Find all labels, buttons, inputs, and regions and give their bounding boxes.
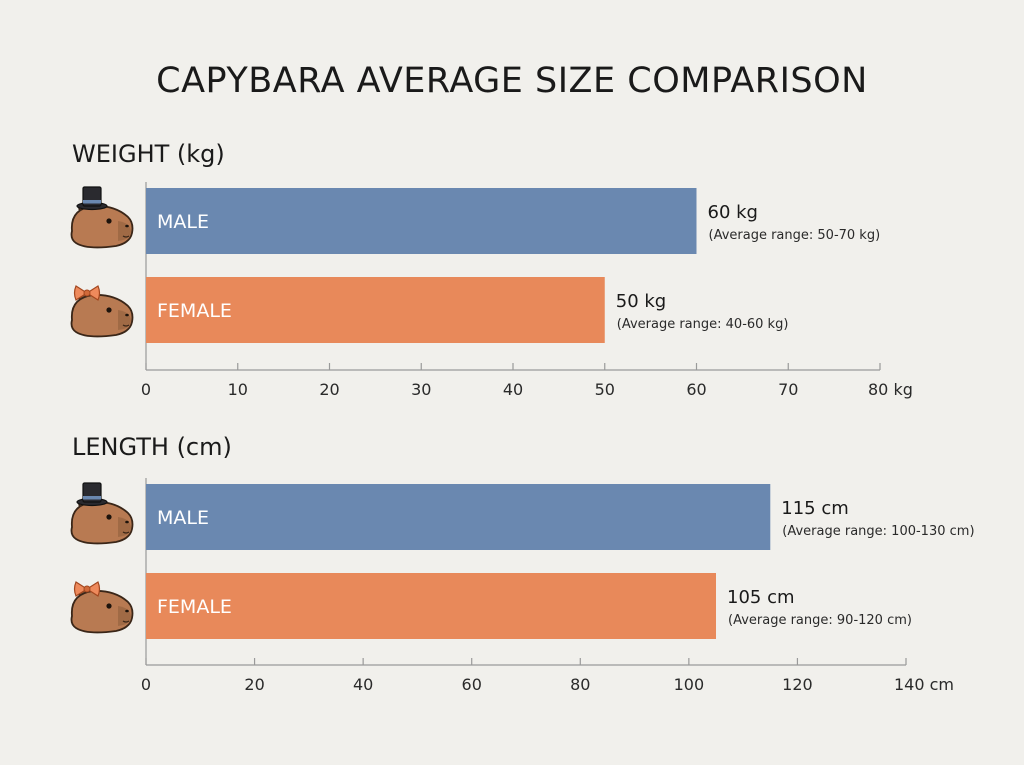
length-female-value-label: 105 cm — [727, 587, 795, 608]
chart-title: CAPYBARA AVERAGE SIZE COMPARISON — [156, 61, 868, 101]
length-male-bar — [146, 484, 771, 550]
weight-x-tick-label: 30 — [411, 380, 431, 399]
weight-x-tick-label: 60 — [686, 380, 706, 399]
length-section-title: LENGTH (cm) — [72, 433, 232, 461]
length-x-tick-label: 100 — [674, 675, 705, 694]
weight-x-tick-label: 20 — [319, 380, 339, 399]
capybara-bow-icon — [70, 581, 134, 634]
length-male-value-label: 115 cm — [781, 498, 849, 519]
length-x-tick-label: 140 cm — [894, 675, 954, 694]
length-x-tick-label: 0 — [141, 675, 151, 694]
length-female-bar — [146, 573, 716, 639]
length-panel: LENGTH (cm) MALE 115 cm (Average range: 100… — [70, 433, 975, 694]
weight-female-bar — [146, 277, 605, 343]
weight-female-category-label: FEMALE — [157, 300, 232, 322]
length-male-category-label: MALE — [157, 507, 209, 529]
weight-x-tick-label: 0 — [141, 380, 151, 399]
weight-male-value-label: 60 kg — [708, 202, 758, 223]
capybara-top-hat-icon — [70, 482, 134, 545]
weight-female-value-label: 50 kg — [616, 291, 666, 312]
weight-male-bar — [146, 188, 697, 254]
weight-female-range-label: (Average range: 40-60 kg) — [617, 317, 789, 332]
weight-male-range-label: (Average range: 50-70 kg) — [709, 228, 881, 243]
length-x-tick-label: 20 — [244, 675, 264, 694]
weight-x-tick-label: 10 — [228, 380, 248, 399]
weight-x-tick-label: 80 kg — [868, 380, 913, 399]
capybara-bow-icon — [70, 285, 134, 338]
length-x-tick-label: 80 — [570, 675, 590, 694]
weight-section-title: WEIGHT (kg) — [72, 140, 225, 168]
length-x-tick-label: 60 — [462, 675, 482, 694]
length-female-category-label: FEMALE — [157, 596, 232, 618]
weight-male-category-label: MALE — [157, 211, 209, 233]
weight-x-tick-label: 50 — [595, 380, 615, 399]
length-x-tick-label: 120 — [782, 675, 813, 694]
length-male-range-label: (Average range: 100-130 cm) — [782, 524, 974, 539]
length-female-range-label: (Average range: 90-120 cm) — [728, 613, 912, 628]
weight-x-tick-label: 70 — [778, 380, 798, 399]
capybara-top-hat-icon — [70, 186, 134, 249]
weight-x-tick-label: 40 — [503, 380, 523, 399]
weight-panel: WEIGHT (kg) MALE 60 kg (Average range: 50-7… — [70, 140, 913, 399]
length-x-tick-label: 40 — [353, 675, 373, 694]
